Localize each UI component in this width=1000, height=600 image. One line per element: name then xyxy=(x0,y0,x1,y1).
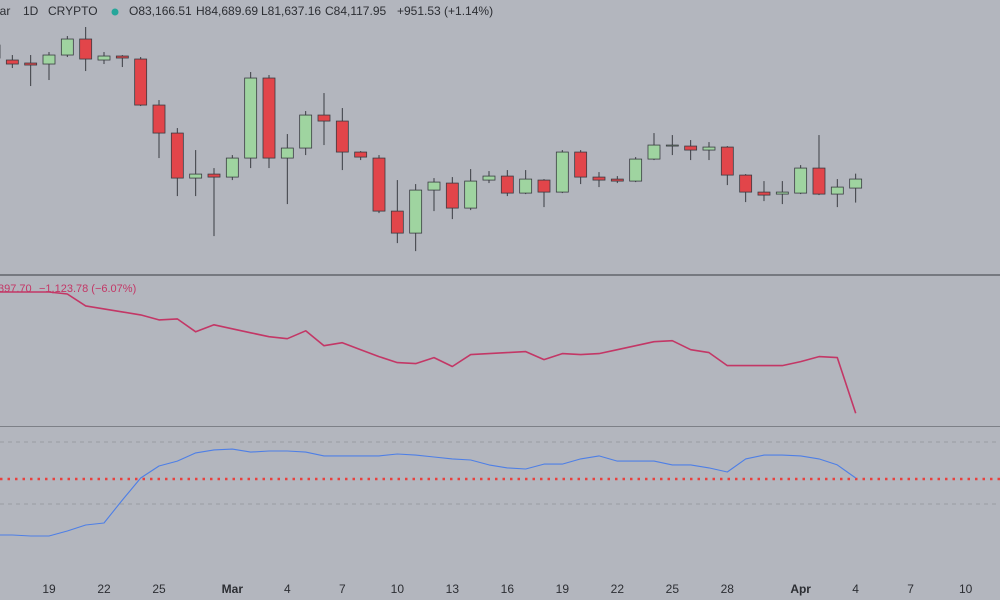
x-tick-label: 28 xyxy=(721,582,735,596)
candle-body xyxy=(97,55,111,61)
candle-body xyxy=(262,77,276,159)
high-label: H84,689.69 xyxy=(196,4,258,18)
candle-body xyxy=(720,146,734,176)
candle-body xyxy=(354,151,368,158)
candle-body xyxy=(170,132,184,179)
candle-body xyxy=(207,173,221,178)
indicator-line xyxy=(0,291,857,414)
candle-body xyxy=(812,167,826,195)
candle-body xyxy=(317,114,331,122)
exchange: CRYPTO xyxy=(48,4,98,18)
x-tick-label: 7 xyxy=(339,582,346,596)
symbol: lar xyxy=(0,4,10,18)
low-label: L81,637.16 xyxy=(261,4,321,18)
candle-body xyxy=(445,182,459,209)
candle-body xyxy=(739,174,753,193)
x-tick-label: 10 xyxy=(391,582,405,596)
close-label: C84,117.95 xyxy=(325,4,386,18)
x-tick-label: 7 xyxy=(907,582,914,596)
candle-body xyxy=(225,157,239,178)
candle-body xyxy=(794,167,808,194)
x-tick-label: 22 xyxy=(97,582,111,596)
candle-body xyxy=(665,144,679,147)
candle-body xyxy=(684,145,698,151)
candle-body xyxy=(372,157,386,212)
candle-body xyxy=(537,179,551,193)
candle-body xyxy=(79,38,93,60)
x-tick-label: Mar xyxy=(222,582,244,596)
indicator-value: 397.70 xyxy=(0,283,32,295)
x-tick-label: 10 xyxy=(959,582,973,596)
candle-body xyxy=(134,58,148,106)
x-tick-label: 13 xyxy=(446,582,460,596)
x-tick-label: 22 xyxy=(611,582,625,596)
candle-body xyxy=(849,178,863,189)
candle-body xyxy=(335,120,349,153)
x-tick-label: 4 xyxy=(284,582,291,596)
candle-body xyxy=(775,191,789,195)
candle-body xyxy=(280,147,294,159)
x-tick-label: 25 xyxy=(152,582,166,596)
candle-body xyxy=(409,189,423,234)
candle-body xyxy=(299,114,313,149)
candle-body xyxy=(42,54,56,65)
candle-body xyxy=(464,180,478,209)
candle-body xyxy=(152,104,166,134)
indicator-line xyxy=(0,448,857,537)
candle-body xyxy=(629,158,643,182)
status-dot xyxy=(111,8,119,16)
x-tick-label: 25 xyxy=(666,582,680,596)
x-tick-label: Apr xyxy=(790,582,811,596)
candle-body xyxy=(610,178,624,182)
candle-body xyxy=(519,178,533,194)
candle-body xyxy=(60,38,74,56)
interval: 1D xyxy=(23,4,39,18)
change-label: +951.53 (+1.14%) xyxy=(397,4,493,18)
candle-body xyxy=(702,146,716,151)
candle-body xyxy=(24,62,38,66)
candle-body xyxy=(390,210,404,234)
candle-body xyxy=(647,144,661,160)
candle-body xyxy=(574,151,588,178)
candle-body xyxy=(427,181,441,191)
x-tick-label: 16 xyxy=(501,582,515,596)
candle-body xyxy=(500,175,514,194)
candle-body xyxy=(189,173,203,179)
candle-body xyxy=(830,186,844,195)
candle-body xyxy=(482,175,496,181)
candle-body xyxy=(592,176,606,181)
x-tick-label: 19 xyxy=(42,582,56,596)
candle-body xyxy=(115,55,129,59)
candle-body xyxy=(244,77,258,159)
indicator-change: −1,123.78 (−6.07%) xyxy=(39,283,136,295)
x-tick-label: 4 xyxy=(852,582,859,596)
open-label: O83,166.51 xyxy=(129,4,192,18)
candle-body xyxy=(757,191,771,196)
candle-body xyxy=(555,151,569,193)
x-tick-label: 19 xyxy=(556,582,570,596)
candle-body xyxy=(5,59,19,65)
